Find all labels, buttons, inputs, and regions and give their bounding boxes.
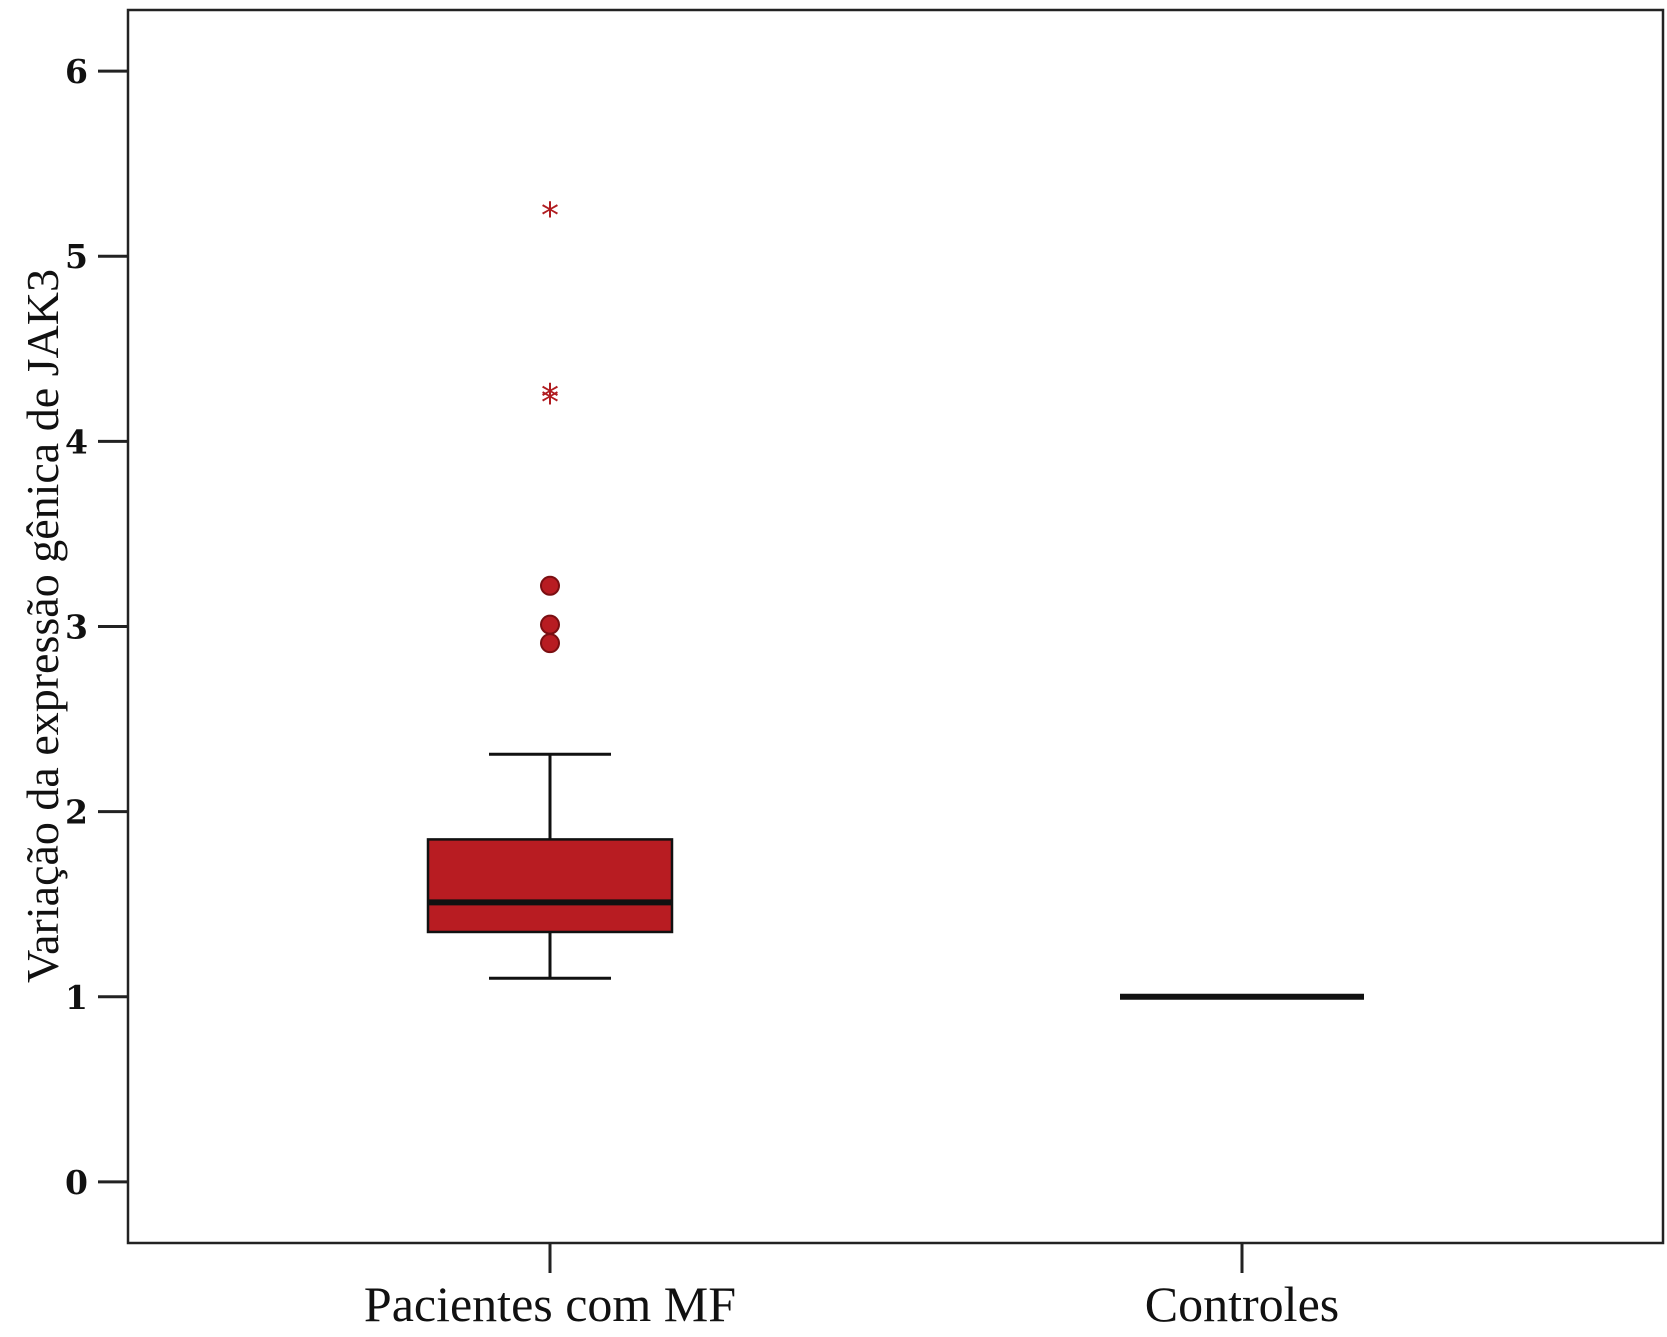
iqr-box [426, 838, 674, 934]
extreme-outlier-point: * [541, 377, 559, 418]
y-tick-label: 6 [65, 52, 88, 91]
y-tick-label: 1 [65, 978, 88, 1017]
plot-frame [126, 8, 1665, 1245]
outlier-point [540, 575, 560, 596]
extreme-outlier-point: * [541, 383, 559, 424]
x-axis: Pacientes com MF Controles [364, 1243, 1339, 1332]
extreme-outlier-point: * [541, 196, 559, 237]
x-category-label: Pacientes com MF [364, 1276, 736, 1332]
outlier-point [540, 633, 560, 654]
x-category-label: Controles [1145, 1276, 1339, 1332]
outlier-point [540, 614, 560, 635]
y-tick-label: 5 [65, 237, 88, 276]
y-tick-label: 0 [65, 1163, 88, 1202]
boxes: *** [426, 196, 1364, 1000]
y-axis-title: Variação da expressão gênica de JAK3 [17, 269, 68, 983]
box-group: *** [426, 196, 674, 980]
y-tick-label: 2 [65, 793, 88, 832]
y-axis: 0 1 2 3 4 5 6 [65, 52, 128, 1202]
y-tick-label: 3 [65, 608, 88, 647]
y-tick-label: 4 [65, 422, 88, 461]
